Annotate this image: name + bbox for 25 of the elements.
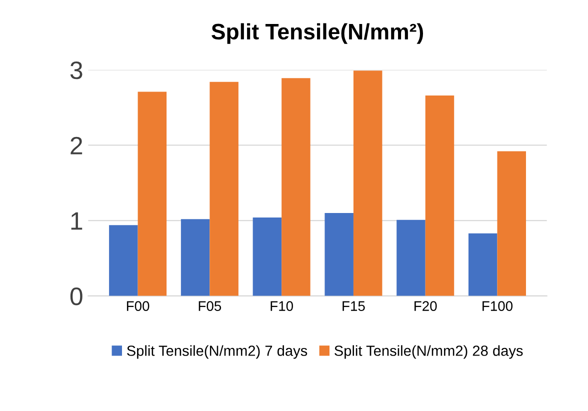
bar [497, 151, 526, 296]
bar [396, 220, 426, 296]
x-tick-label: F20 [414, 301, 437, 311]
chart-title: Split Tensile(N/mm²) [212, 23, 424, 44]
bar [468, 233, 498, 296]
y-tick-label: 1 [71, 212, 82, 230]
x-tick-label: F10 [270, 301, 293, 311]
bar [210, 82, 238, 296]
bar [252, 218, 282, 296]
bar [138, 92, 167, 296]
bar [109, 225, 138, 296]
x-tick-label: F00 [126, 301, 150, 311]
x-tick-label: F15 [342, 301, 365, 311]
bar [324, 213, 354, 296]
y-tick-label: 0 [70, 288, 82, 306]
legend-label: Split Tensile(N/mm2) 28 days [334, 345, 523, 359]
bar [425, 95, 454, 296]
x-tick-label: F05 [198, 301, 222, 311]
legend-label: Split Tensile(N/mm2) 7 days [127, 345, 308, 359]
x-tick-label: F100 [482, 301, 513, 311]
bar [353, 70, 382, 296]
y-tick-label: 2 [70, 136, 82, 154]
bar [282, 78, 310, 296]
bar [180, 219, 210, 296]
y-tick-label: 3 [70, 61, 82, 80]
